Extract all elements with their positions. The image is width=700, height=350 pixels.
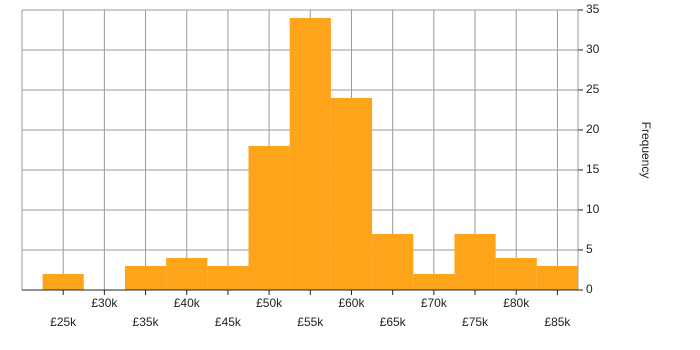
y-tick-label: 30 bbox=[586, 42, 600, 56]
x-tick-label: £80k bbox=[503, 296, 530, 310]
y-tick-label: 5 bbox=[586, 242, 593, 256]
bar bbox=[372, 234, 414, 290]
y-tick-label: 0 bbox=[586, 282, 593, 296]
x-tick-label: £35k bbox=[133, 315, 160, 329]
bar bbox=[289, 18, 331, 290]
bar bbox=[166, 258, 208, 290]
bar bbox=[42, 274, 84, 290]
y-tick-label: 25 bbox=[586, 82, 600, 96]
bar bbox=[207, 266, 249, 290]
y-axis-label: Frequency bbox=[639, 122, 653, 179]
x-tick-label: £30k bbox=[91, 296, 118, 310]
y-tick-label: 20 bbox=[586, 122, 600, 136]
y-tick-label: 15 bbox=[586, 162, 600, 176]
x-tick-label: £25k bbox=[50, 315, 77, 329]
bar bbox=[248, 146, 290, 290]
bar bbox=[124, 266, 167, 290]
x-tick-label: £75k bbox=[462, 315, 489, 329]
x-tick-label: £55k bbox=[297, 315, 324, 329]
y-tick-label: 35 bbox=[586, 2, 600, 16]
x-tick-label: £85k bbox=[544, 315, 571, 329]
bar bbox=[330, 98, 373, 290]
bar bbox=[454, 234, 496, 290]
x-tick-label: £50k bbox=[256, 296, 283, 310]
bar bbox=[413, 274, 455, 290]
bar bbox=[536, 266, 578, 290]
x-tick-label: £60k bbox=[338, 296, 365, 310]
x-tick-label: £65k bbox=[380, 315, 407, 329]
y-tick-label: 10 bbox=[586, 202, 600, 216]
bar bbox=[495, 258, 537, 290]
x-tick-label: £40k bbox=[174, 296, 201, 310]
x-tick-label: £70k bbox=[421, 296, 448, 310]
x-tick-label: £45k bbox=[215, 315, 242, 329]
